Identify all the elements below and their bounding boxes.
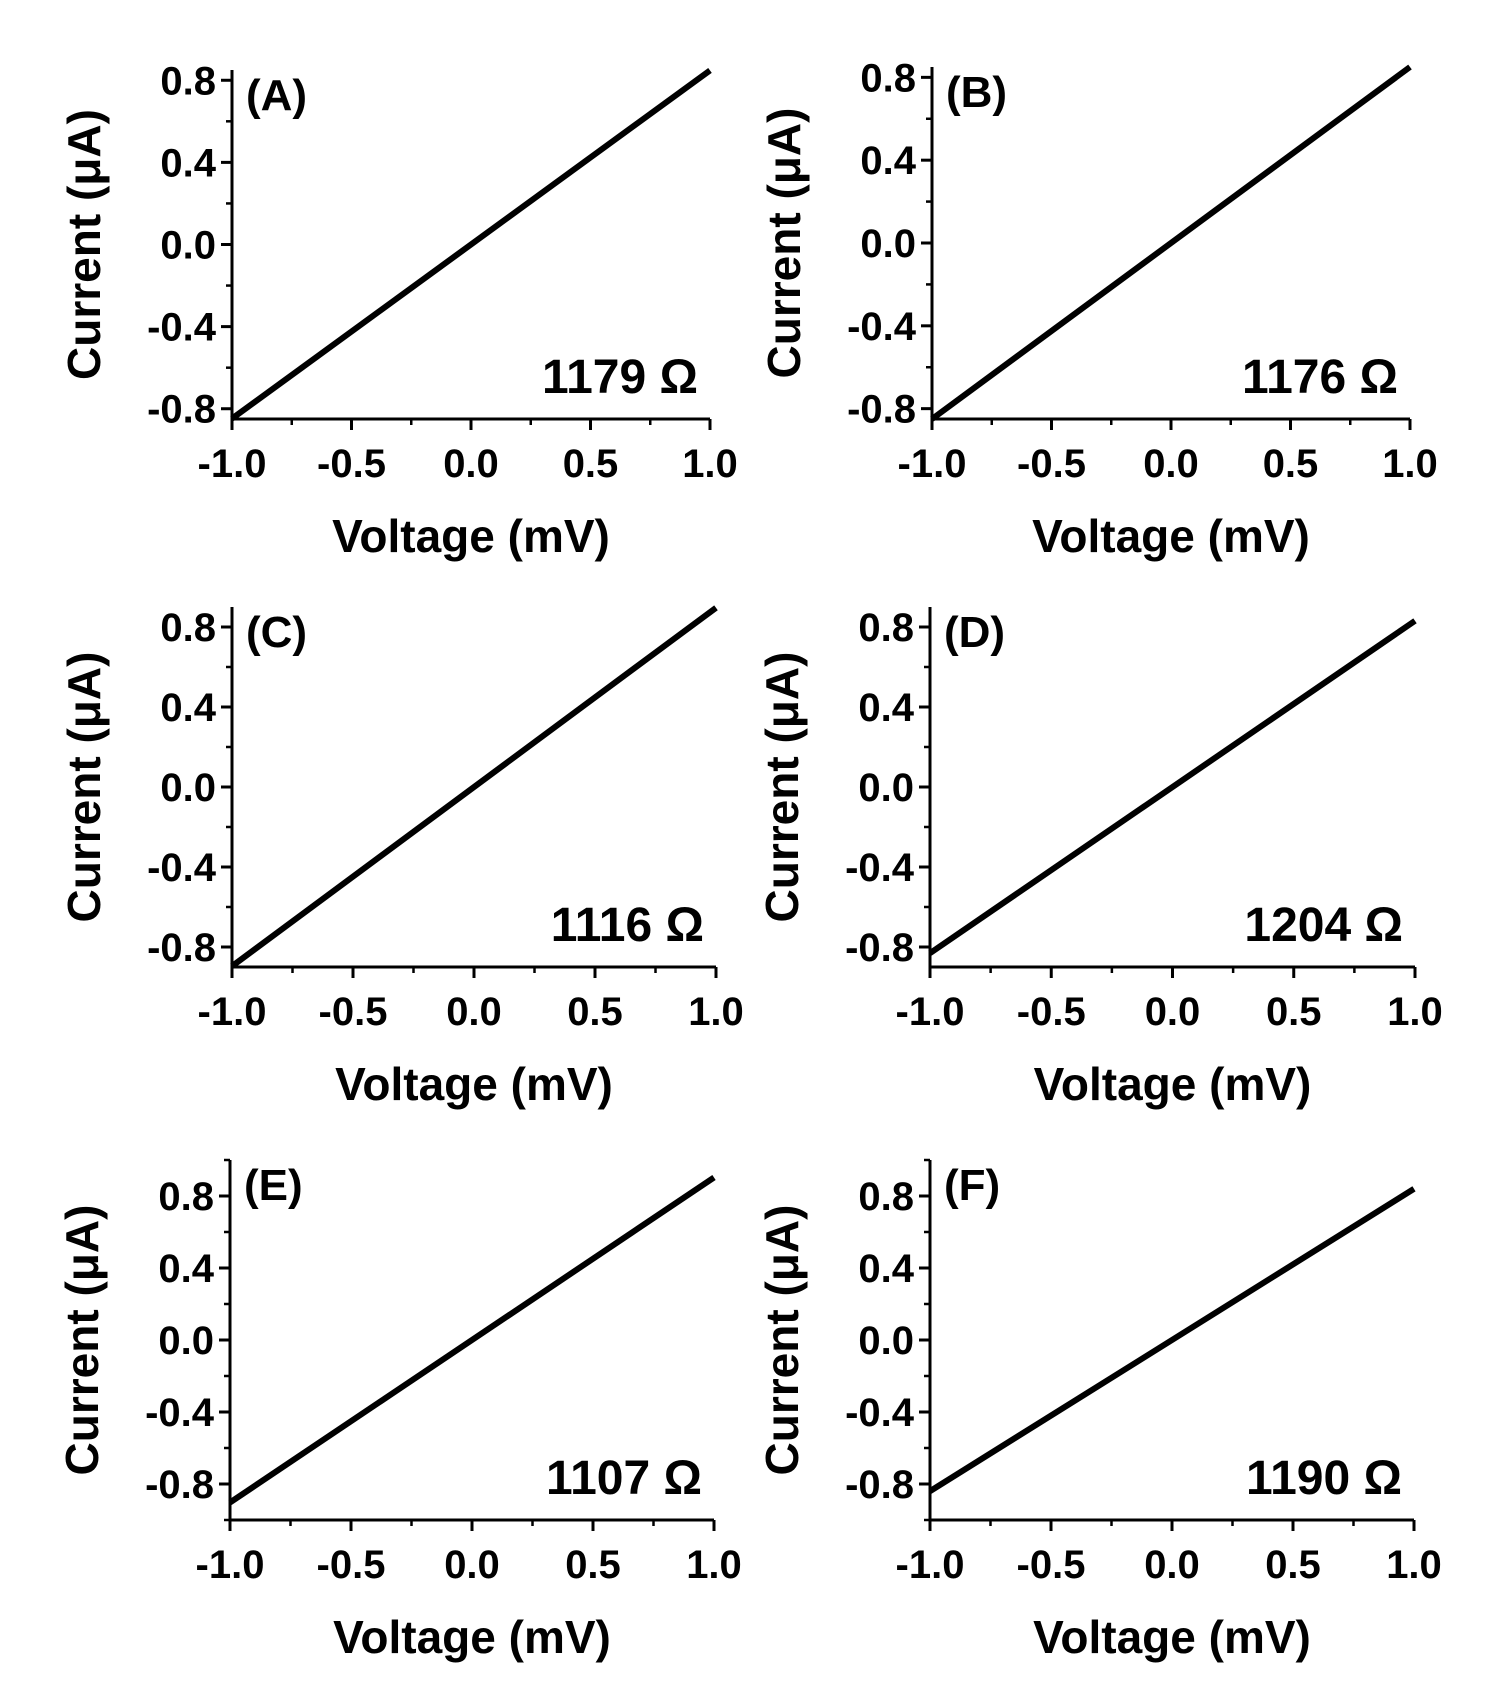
resistance-annotation: 1107 Ω <box>546 1452 702 1505</box>
chart-panel: -1.0 -0.5 0.0 0.5 1.0 -0.8 -0.4 0.0 0.4 0.8 (D) 120… <box>756 606 1443 1110</box>
iv-series-line <box>230 67 712 422</box>
chart-panel: -1.0 -0.5 0.0 0.5 1.0 -0.8 -0.4 0.0 0.4 0.8 (A) 117… <box>58 59 738 562</box>
y-tick-label: -0.8 <box>147 388 216 432</box>
y-tick-label: -0.8 <box>845 1463 914 1507</box>
x-tick-label: -0.5 <box>1017 442 1086 486</box>
iv-series-line <box>928 1186 1416 1494</box>
x-tick-label: 1.0 <box>1386 1543 1442 1587</box>
chart-panel: -1.0 -0.5 0.0 0.5 1.0 -0.8 -0.4 0.0 0.4 0.8 (F) 119… <box>756 1158 1442 1663</box>
x-tick-label: -0.5 <box>1017 1543 1086 1587</box>
x-tick-label: -0.5 <box>317 442 386 486</box>
y-tick-label: 0.8 <box>860 56 916 100</box>
y-tick-label: -0.4 <box>845 1391 915 1435</box>
y-tick-label: 0.4 <box>858 1247 914 1291</box>
y-tick-label: 0.8 <box>858 606 914 650</box>
y-tick-label: 0.4 <box>858 686 914 730</box>
resistance-annotation: 1190 Ω <box>1246 1452 1402 1505</box>
y-tick-label: 0.4 <box>158 1247 214 1291</box>
x-tick-label: 1.0 <box>688 990 744 1034</box>
x-tick-label: -1.0 <box>896 990 965 1034</box>
y-tick-label: -0.8 <box>847 388 916 432</box>
y-tick-label: -0.4 <box>845 846 915 890</box>
resistance-annotation: 1179 Ω <box>542 351 698 404</box>
y-tick-label: 0.4 <box>160 141 216 185</box>
x-tick-label: 1.0 <box>682 442 738 486</box>
x-tick-label: -1.0 <box>196 1543 265 1587</box>
y-tick-label: 0.8 <box>160 606 216 650</box>
y-tick-label: -0.4 <box>147 306 217 350</box>
x-axis-title: Voltage (mV) <box>1033 1611 1311 1663</box>
x-tick-label: 0.0 <box>1143 442 1199 486</box>
x-tick-label: -0.5 <box>1017 990 1086 1034</box>
x-tick-label: 0.5 <box>1266 990 1322 1034</box>
panel-label: (C) <box>246 608 307 657</box>
x-tick-label: 0.0 <box>444 1543 500 1587</box>
chart-panel: -1.0 -0.5 0.0 0.5 1.0 -0.8 -0.4 0.0 0.4 0.8 (C) 111… <box>58 605 744 1110</box>
y-axis-title: Current (μA) <box>58 652 110 923</box>
x-axis-title: Voltage (mV) <box>335 1058 613 1110</box>
y-tick-label: 0.0 <box>160 224 216 268</box>
y-tick-label: 0.0 <box>858 1319 914 1363</box>
y-tick-label: -0.8 <box>845 926 914 970</box>
y-tick-label: 0.8 <box>160 59 216 103</box>
x-tick-label: 0.5 <box>565 1543 621 1587</box>
resistance-annotation: 1176 Ω <box>1242 351 1398 404</box>
x-tick-label: 1.0 <box>1387 990 1443 1034</box>
x-axis-title: Voltage (mV) <box>332 510 610 562</box>
resistance-annotation: 1116 Ω <box>551 899 704 952</box>
y-axis-title: Current (μA) <box>756 1205 808 1476</box>
y-axis-title: Current (μA) <box>58 109 110 380</box>
x-tick-label: -1.0 <box>198 442 267 486</box>
x-tick-label: -0.5 <box>319 990 388 1034</box>
x-axis-title: Voltage (mV) <box>1034 1058 1312 1110</box>
x-tick-label: 0.0 <box>443 442 499 486</box>
y-tick-label: 0.8 <box>858 1175 914 1219</box>
y-tick-label: 0.4 <box>160 686 216 730</box>
x-tick-label: -1.0 <box>896 1543 965 1587</box>
x-tick-label: 1.0 <box>1382 442 1438 486</box>
x-tick-label: 0.0 <box>446 990 502 1034</box>
x-axis-title: Voltage (mV) <box>1032 510 1310 562</box>
y-axis-title: Current (μA) <box>56 1205 108 1476</box>
x-tick-label: 0.5 <box>1263 442 1319 486</box>
panel-label: (E) <box>244 1161 303 1210</box>
x-tick-label: -1.0 <box>198 990 267 1034</box>
y-tick-label: -0.4 <box>847 305 917 349</box>
iv-series-line <box>930 64 1412 422</box>
chart-panel: -1.0 -0.5 0.0 0.5 1.0 -0.8 -0.4 0.0 0.4 0.8 (E) 110… <box>56 1158 742 1663</box>
panel-label: (B) <box>946 68 1007 117</box>
x-tick-label: 0.0 <box>1145 990 1201 1034</box>
y-tick-label: 0.0 <box>860 222 916 266</box>
resistance-annotation: 1204 Ω <box>1244 899 1403 952</box>
y-tick-label: -0.8 <box>145 1463 214 1507</box>
x-tick-label: 0.0 <box>1144 1543 1200 1587</box>
y-tick-label: 0.4 <box>860 139 916 183</box>
iv-series-line <box>228 1175 716 1505</box>
iv-series-line <box>230 605 718 969</box>
y-tick-label: 0.8 <box>158 1175 214 1219</box>
iv-series-line <box>928 618 1417 956</box>
x-tick-label: -0.5 <box>317 1543 386 1587</box>
y-tick-label: 0.0 <box>158 1319 214 1363</box>
y-axis-title: Current (μA) <box>758 108 810 379</box>
chart-panel: -1.0 -0.5 0.0 0.5 1.0 -0.8 -0.4 0.0 0.4 0.8 (B) 117… <box>758 56 1438 562</box>
y-axis-title: Current (μA) <box>756 652 808 923</box>
y-tick-label: 0.0 <box>858 766 914 810</box>
y-tick-label: 0.0 <box>160 766 216 810</box>
x-tick-label: 0.5 <box>567 990 623 1034</box>
y-tick-label: -0.4 <box>145 1391 215 1435</box>
x-tick-label: 0.5 <box>563 442 619 486</box>
x-tick-label: 1.0 <box>686 1543 742 1587</box>
x-tick-label: -1.0 <box>898 442 967 486</box>
y-tick-label: -0.8 <box>147 926 216 970</box>
y-tick-label: -0.4 <box>147 846 217 890</box>
panel-label: (D) <box>944 608 1005 657</box>
panel-label: (F) <box>944 1161 1000 1210</box>
panel-label: (A) <box>246 71 307 120</box>
x-axis-title: Voltage (mV) <box>333 1611 611 1663</box>
x-tick-label: 0.5 <box>1265 1543 1321 1587</box>
